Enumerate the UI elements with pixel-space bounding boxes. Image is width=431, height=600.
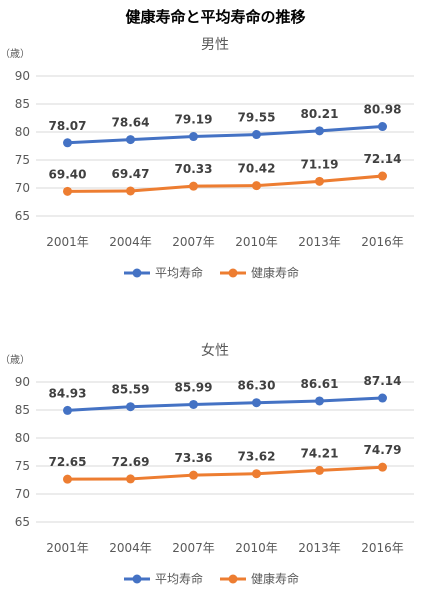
series-line [67,396,383,412]
data-label: 72.14 [364,152,402,166]
x-tick-label: 2010年 [235,541,278,555]
legend-swatch-marker [228,268,238,278]
data-label: 85.99 [175,380,213,394]
y-tick-label: 80 [15,431,30,445]
data-label: 78.07 [49,119,87,133]
data-point [63,138,72,148]
y-tick-label: 85 [15,97,30,111]
series-line [67,465,383,481]
male-chart: 男性 （歳） 65 70 75 80 85 90 2001年 2004年 2007年 2010年 201… [0,37,414,280]
data-point [63,405,72,415]
data-label: 85.59 [112,383,150,397]
data-label: 74.79 [364,443,402,457]
y-tick-label: 65 [15,515,30,529]
data-label: 87.14 [364,374,402,388]
data-point [252,130,261,140]
data-point [63,186,72,196]
x-tick-label: 2013年 [298,541,341,555]
data-point [189,399,198,409]
x-tick-label: 2001年 [46,235,89,249]
unit-label: （歳） [0,354,30,366]
x-tick-label: 2001年 [46,541,89,555]
data-label: 79.19 [175,113,213,127]
data-point [252,469,261,479]
data-point [189,181,198,191]
y-tick-label: 70 [15,487,30,501]
data-label: 79.55 [238,111,276,125]
y-tick-label: 75 [15,459,30,473]
data-label: 80.21 [301,107,339,121]
data-label: 70.33 [175,162,213,176]
series-line [67,125,383,145]
data-point [378,462,387,472]
female-chart: 女性 （歳） 65 70 75 80 85 90 2001年 2004年 2007年 2010年 201… [0,342,414,586]
y-tick-label: 80 [15,125,30,139]
page-title: 健康寿命と平均寿命の推移 [125,8,306,26]
x-tick-label: 2007年 [172,541,215,555]
data-point [378,393,387,403]
data-point [315,126,324,136]
y-tick-label: 85 [15,403,30,417]
x-tick-label: 2007年 [172,235,215,249]
series-line [67,174,383,193]
x-tick-label: 2010年 [235,235,278,249]
data-label: 69.40 [49,167,87,181]
y-tick-label: 65 [15,209,30,223]
legend-label: 平均寿命 [155,571,203,586]
legend-swatch-marker [228,574,238,584]
y-tick-label: 70 [15,181,30,195]
data-point [126,186,135,196]
data-point [378,171,387,181]
x-tick-label: 2004年 [109,541,152,555]
data-label: 86.61 [301,377,339,391]
data-point [378,122,387,132]
data-label: 71.19 [301,157,339,171]
data-point [63,474,72,484]
data-label: 72.69 [112,455,150,469]
legend-swatch-marker [132,574,142,584]
legend-swatch-marker [132,268,142,278]
data-point [315,465,324,475]
data-point [315,396,324,406]
data-point [252,398,261,408]
x-tick-label: 2013年 [298,235,341,249]
x-tick-label: 2004年 [109,235,152,249]
data-point [189,470,198,480]
data-label: 78.64 [112,116,150,130]
y-tick-label: 90 [15,375,30,389]
data-point [126,474,135,484]
data-point [189,132,198,142]
data-label: 84.93 [49,386,87,400]
y-tick-label: 75 [15,153,30,167]
data-point [126,135,135,145]
data-label: 86.30 [238,379,276,393]
chart-title: 男性 [201,37,229,53]
data-point [315,176,324,186]
data-label: 74.21 [301,446,339,460]
legend-label: 平均寿命 [155,265,203,280]
data-label: 69.47 [112,167,150,181]
chart-title: 女性 [201,342,229,359]
data-point [252,181,261,191]
data-label: 80.98 [364,103,402,117]
data-label: 73.62 [238,450,276,464]
y-tick-label: 90 [15,69,30,83]
legend-label: 健康寿命 [251,265,299,280]
data-label: 70.42 [238,162,276,176]
legend-label: 健康寿命 [251,571,299,586]
x-tick-label: 2016年 [361,541,404,555]
data-label: 73.36 [175,451,213,465]
unit-label: （歳） [0,48,30,60]
x-tick-label: 2016年 [361,235,404,249]
data-point [126,402,135,412]
data-label: 72.65 [49,455,87,469]
